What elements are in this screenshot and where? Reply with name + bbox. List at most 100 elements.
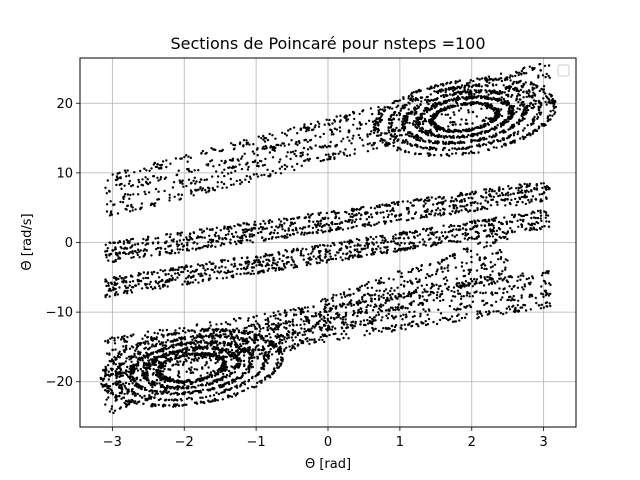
- scatter-point: [331, 257, 335, 261]
- scatter-point: [177, 266, 181, 269]
- scatter-point: [174, 157, 178, 160]
- scatter-point: [252, 339, 255, 342]
- scatter-point: [452, 203, 455, 207]
- scatter-point: [177, 268, 180, 272]
- scatter-point: [254, 224, 257, 227]
- scatter-point: [126, 204, 129, 208]
- scatter-point: [322, 323, 326, 326]
- scatter-point: [282, 254, 285, 257]
- scatter-point: [525, 227, 528, 230]
- scatter-point: [461, 232, 464, 236]
- scatter-point: [419, 103, 422, 106]
- scatter-point: [423, 288, 426, 291]
- scatter-point: [542, 306, 545, 309]
- scatter-point: [152, 368, 155, 371]
- scatter-point: [255, 259, 258, 262]
- scatter-point: [373, 223, 376, 227]
- scatter-point: [516, 304, 519, 307]
- scatter-point: [508, 187, 511, 191]
- scatter-point: [366, 143, 369, 146]
- scatter-point: [471, 110, 475, 114]
- scatter-point: [495, 252, 498, 255]
- scatter-point: [212, 165, 215, 168]
- scatter-point: [201, 367, 204, 370]
- scatter-point: [247, 317, 250, 320]
- scatter-point: [318, 224, 321, 227]
- scatter-point: [221, 186, 224, 190]
- scatter-point: [448, 304, 452, 308]
- scatter-point: [549, 283, 552, 287]
- scatter-point: [369, 206, 373, 209]
- scatter-point: [490, 281, 493, 285]
- scatter-point: [445, 257, 448, 260]
- scatter-point: [365, 211, 369, 214]
- scatter-point: [224, 266, 227, 269]
- scatter-point: [274, 335, 277, 338]
- scatter-point: [486, 207, 489, 211]
- scatter-point: [426, 290, 429, 293]
- scatter-point: [122, 242, 126, 245]
- scatter-point: [495, 233, 499, 236]
- scatter-point: [436, 291, 439, 294]
- scatter-point: [396, 286, 399, 289]
- scatter-point: [291, 165, 294, 168]
- scatter-point: [516, 200, 519, 204]
- scatter-point: [334, 254, 337, 257]
- scatter-point: [397, 270, 400, 273]
- scatter-point: [302, 320, 305, 323]
- scatter-point: [419, 268, 423, 272]
- scatter-point: [152, 270, 156, 274]
- scatter-point: [291, 318, 294, 321]
- scatter-point: [285, 311, 288, 314]
- scatter-point: [227, 166, 230, 169]
- scatter-point: [387, 126, 390, 130]
- scatter-point: [394, 237, 397, 240]
- scatter-point: [480, 107, 483, 111]
- scatter-point: [208, 234, 211, 237]
- scatter-point: [432, 233, 435, 236]
- scatter-point: [124, 193, 127, 196]
- scatter-point: [357, 133, 360, 137]
- scatter-point: [366, 135, 369, 138]
- scatter-point: [465, 284, 468, 287]
- scatter-point: [121, 201, 125, 204]
- scatter-point: [287, 227, 290, 230]
- scatter-point: [293, 342, 296, 346]
- scatter-point: [125, 373, 129, 376]
- scatter-point: [375, 305, 378, 308]
- scatter-point: [305, 261, 308, 264]
- scatter-point: [448, 93, 452, 96]
- scatter-point: [116, 241, 120, 244]
- scatter-point: [424, 310, 427, 313]
- scatter-point: [315, 314, 318, 318]
- scatter-point: [123, 384, 126, 387]
- scatter-point: [346, 252, 349, 255]
- scatter-point: [245, 162, 249, 165]
- scatter-point: [468, 220, 472, 224]
- scatter-point: [252, 350, 255, 353]
- scatter-point: [380, 330, 383, 333]
- scatter-point: [340, 241, 343, 244]
- scatter-point: [418, 296, 421, 300]
- scatter-point: [287, 333, 290, 337]
- scatter-point: [469, 268, 473, 272]
- scatter-point: [124, 346, 128, 349]
- scatter-point: [521, 272, 524, 275]
- scatter-point: [195, 368, 199, 371]
- scatter-point: [205, 151, 208, 155]
- scatter-point: [310, 147, 313, 150]
- scatter-point: [231, 275, 234, 279]
- scatter-point: [350, 299, 353, 302]
- scatter-point: [274, 317, 277, 320]
- scatter-point: [519, 137, 522, 140]
- scatter-point: [520, 296, 523, 299]
- scatter-point: [505, 311, 508, 314]
- scatter-point: [471, 190, 474, 194]
- scatter-point: [345, 246, 349, 250]
- scatter-point: [219, 244, 222, 247]
- scatter-point: [189, 369, 192, 372]
- scatter-point: [168, 235, 172, 239]
- scatter-point: [165, 328, 169, 332]
- scatter-point: [212, 330, 215, 333]
- scatter-point: [113, 342, 117, 345]
